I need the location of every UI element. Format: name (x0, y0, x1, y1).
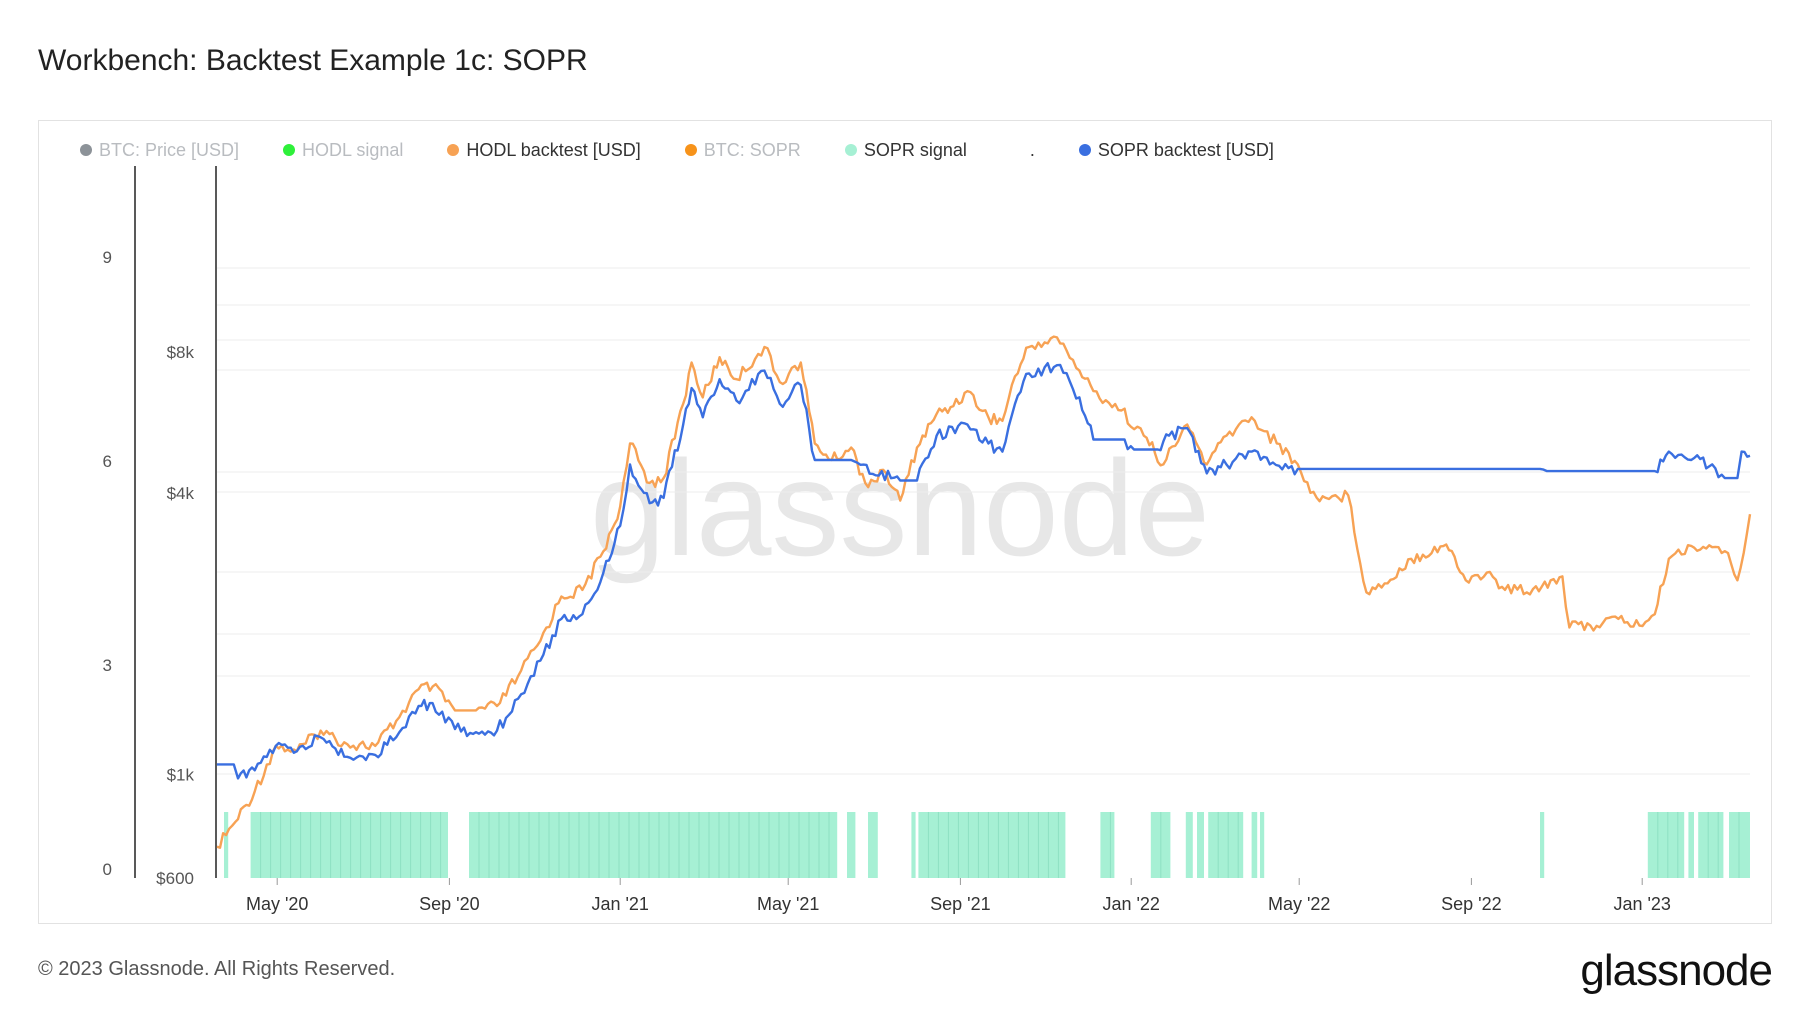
series-lines (216, 335, 1752, 849)
y-tick-label: $600 (156, 869, 194, 888)
chart-legend: BTC: Price [USD] HODL signal HODL backtest… (80, 137, 1318, 163)
chart-frame (38, 120, 1772, 924)
legend-label: BTC: Price [USD] (99, 139, 240, 160)
legend-dot-icon (80, 144, 92, 156)
legend-label: . (1029, 139, 1035, 160)
signal-bar (1688, 812, 1694, 878)
legend-label: SOPR backtest [USD] (1097, 139, 1274, 160)
legend-item[interactable]: SOPR backtest [USD] (1078, 139, 1274, 161)
signal-bar (224, 812, 229, 878)
x-tick-label: Jan '21 (591, 894, 648, 914)
signal-bar (469, 812, 838, 878)
legend-dot-icon (1010, 144, 1023, 156)
grid-lines (217, 267, 1750, 775)
legend-item[interactable]: . (1010, 139, 1035, 161)
x-tick-label: Sep '20 (419, 894, 480, 914)
y-tick-label: $8k (167, 343, 195, 362)
signal-bar (1185, 812, 1193, 878)
legend-item[interactable]: SOPR signal (844, 139, 967, 161)
axes (134, 166, 1643, 885)
signal-bar (1698, 812, 1724, 878)
legend-dot-icon (1078, 144, 1091, 156)
legend-label: SOPR signal (863, 139, 967, 160)
x-tick-label: May '20 (246, 894, 308, 914)
legend-label: HODL signal (302, 139, 404, 160)
legend-dot-icon (447, 144, 460, 156)
x-tick-label: May '21 (757, 894, 819, 914)
signal-bar (250, 812, 448, 878)
legend-item[interactable]: BTC: SOPR (684, 139, 801, 161)
watermark: glassnode (590, 432, 1210, 584)
signal-bar (847, 812, 856, 878)
signal-bar (868, 812, 878, 878)
legend-label: BTC: SOPR (703, 139, 801, 160)
legend-dot-icon (283, 144, 296, 156)
signal-bar (918, 812, 1066, 878)
signal-bar (1197, 812, 1204, 878)
page-title: Workbench: Backtest Example 1c: SOPR (38, 44, 588, 77)
brand-logo[interactable]: glassnode (1580, 946, 1773, 995)
signal-bar (911, 812, 916, 878)
legend-dot-icon (684, 144, 697, 156)
x-tick-label: Sep '22 (1441, 894, 1502, 914)
hodl-backtest-line (216, 335, 1752, 849)
sopr-signal-bars (224, 812, 1750, 878)
x-tick-label: Jan '22 (1102, 894, 1159, 914)
legend-item[interactable]: HODL signal (283, 140, 403, 161)
signal-bar (1540, 812, 1545, 878)
signal-bar (1647, 812, 1685, 878)
tick-labels: 9 6 3 0 $8k $4k $1k $600 May '20 Sep '20 Jan '21 Ma… (103, 248, 1671, 914)
y-tick-label: 0 (103, 860, 112, 879)
x-tick-label: Jan '23 (1613, 894, 1670, 914)
y-tick-label: 6 (103, 452, 112, 471)
x-tick-label: Sep '21 (930, 894, 991, 914)
copyright-footer: © 2023 Glassnode. All Rights Reserved. (38, 958, 396, 980)
y-tick-label: 9 (103, 248, 112, 267)
y-tick-label: $1k (167, 765, 195, 784)
legend-item[interactable]: BTC: Price [USD] (80, 140, 239, 161)
signal-bar (1260, 812, 1265, 878)
signal-bar (1100, 812, 1115, 878)
legend-dot-icon (844, 144, 857, 156)
signal-bar (1208, 812, 1244, 878)
legend-label: HODL backtest [USD] (466, 139, 641, 160)
x-tick-label: May '22 (1268, 894, 1330, 914)
sopr-backtest-line (217, 362, 1751, 780)
y-tick-label: $4k (167, 484, 195, 503)
y-tick-label: 3 (103, 656, 112, 675)
legend-item[interactable]: HODL backtest [USD] (447, 139, 641, 161)
signal-bar (1251, 812, 1258, 878)
